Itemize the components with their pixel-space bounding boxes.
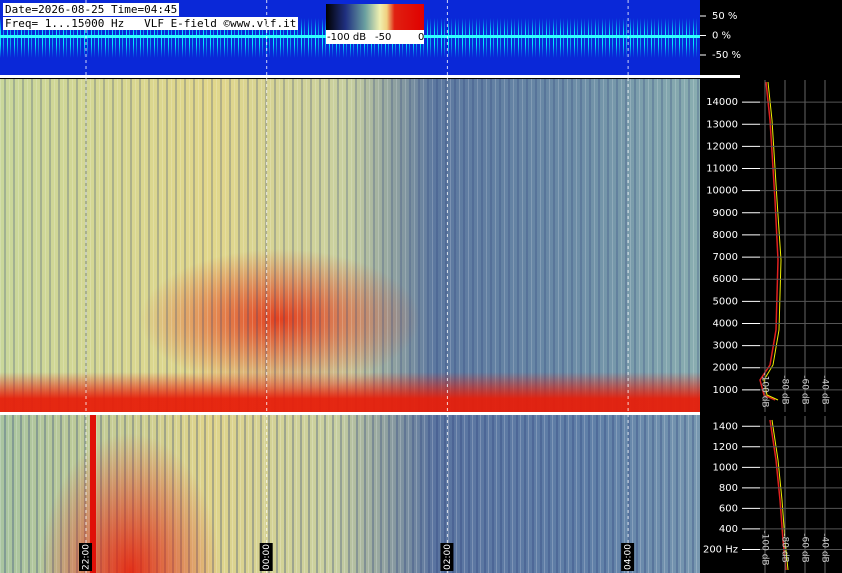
colorbar-label-box [326,30,424,44]
colorbar-label: -100 dB [327,32,366,43]
y-tick-label: 11000 [706,164,738,175]
time-label-bg [440,543,454,571]
y-tick-label: 1000 [713,462,738,473]
y-tick-label: 1200 [713,442,738,453]
y-tick-label: 2000 [713,363,738,374]
y-tick-label: 10000 [706,186,738,197]
spectrum-db-label: -80 dB [780,533,790,562]
waveform-label: 50 % [712,11,737,22]
spectrum-db-label: -20 dB [840,375,842,404]
y-tick-label: 4000 [713,318,738,329]
y-tick-label: 9000 [713,208,738,219]
spectrum-db-label: -80 dB [780,375,790,404]
y-tick-label: 5000 [713,296,738,307]
y-tick-label: 1000 [713,385,738,396]
freq-line: Freq= 1...15000 Hz VLF E-field ©www.vlf.… [3,17,299,30]
y-tick-label: 600 [719,503,738,514]
colorbar [326,4,424,30]
y-tick-label: 12000 [706,141,738,152]
spectrum-db-label: -100 dB [760,530,770,565]
mid-separator [0,412,700,415]
y-tick-label: 3000 [713,341,738,352]
time-label-bg [79,543,92,571]
y-tick-label: 800 [719,483,738,494]
y-tick-label: 7000 [713,252,738,263]
spectrum-db-label: -40 dB [820,375,830,404]
y-tick-label: 13000 [706,119,738,130]
date-line: Date=2026-08-25 Time=04:45 [3,3,180,16]
y-tick-label: 14000 [706,97,738,108]
y-tick-label: 1400 [713,421,738,432]
upper-spectrogram [0,79,700,412]
spectrum-db-label: -60 dB [800,533,810,562]
waveform-label: 0 % [712,31,731,42]
upper-spectrum-panel [742,80,842,412]
y-tick-label: 8000 [713,230,738,241]
colorbar-label: -50 [375,32,391,43]
spectrum-db-label: -20 dB [840,533,842,562]
time-label-bg [621,543,635,571]
y-tick-label: 6000 [713,274,738,285]
y-tick-label: 400 [719,524,738,535]
top-separator [0,75,740,78]
red-burst [90,415,96,573]
spectrum-db-label: -40 dB [820,533,830,562]
colorbar-label: 0 [418,32,424,43]
spectrum-db-label: -100 dB [760,372,770,407]
spectrum-db-label: -60 dB [800,375,810,404]
time-label-bg [259,543,273,571]
time-label: 00:00 [262,544,272,570]
time-label: 02:00 [443,544,453,570]
time-label: 04:00 [624,544,634,570]
y-tick-label: 200 Hz [703,544,738,555]
time-label: 22:00 [82,544,92,570]
waveform-label: -50 % [712,50,741,61]
lower-spectrogram [0,415,700,573]
